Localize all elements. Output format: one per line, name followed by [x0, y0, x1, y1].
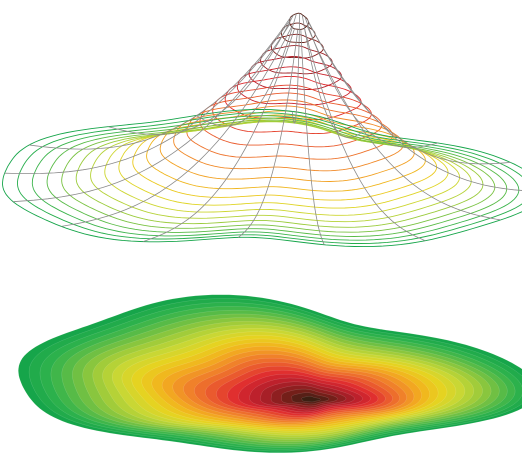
mesh-ring	[2, 108, 522, 248]
mesh-spoke	[300, 29, 325, 245]
mesh-spoke	[304, 16, 439, 148]
mesh-spoke	[61, 26, 293, 227]
mesh-spoke	[4, 20, 291, 174]
mesh-spoke	[29, 17, 291, 150]
mesh-ring	[159, 110, 415, 182]
contour-map	[18, 294, 522, 453]
mesh-spoke	[307, 19, 511, 165]
mesh-spoke	[195, 13, 297, 127]
mesh-spoke	[308, 22, 522, 191]
mesh-spoke	[304, 28, 426, 242]
wireframe-surface	[2, 12, 522, 248]
mesh-ring	[61, 119, 496, 233]
mesh-spoke	[108, 14, 294, 135]
mesh-spoke	[306, 25, 501, 221]
mesh-ring	[31, 115, 520, 241]
contour-band	[301, 396, 321, 403]
mesh-ring	[46, 117, 508, 237]
mesh-spoke	[291, 13, 301, 124]
mesh-spoke	[13, 23, 291, 203]
mesh-spoke	[142, 28, 295, 242]
mesh-ring	[173, 105, 404, 172]
mesh-ring	[17, 112, 522, 244]
mesh-spoke	[238, 29, 299, 238]
mesh-spoke	[301, 14, 365, 138]
mesh-ring	[212, 84, 372, 135]
